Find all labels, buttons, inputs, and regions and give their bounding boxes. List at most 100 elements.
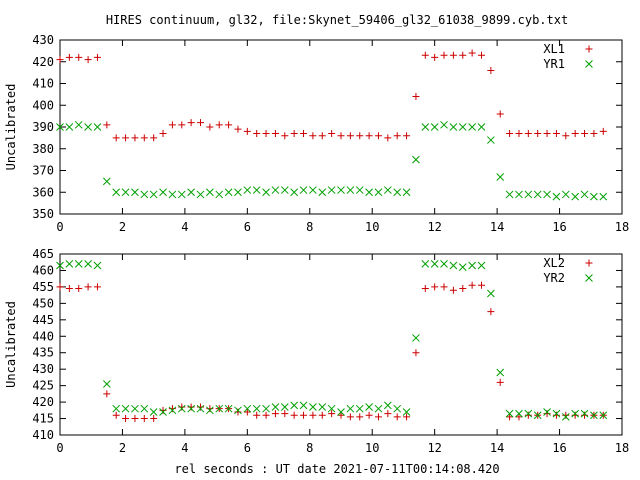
data-point-yr1 [440, 120, 448, 129]
x-tick-label: 2 [119, 441, 126, 455]
data-point-xl2 [197, 403, 204, 411]
data-point-yr1 [477, 123, 486, 131]
data-point-yr1 [430, 123, 439, 131]
data-point-yr2 [505, 409, 514, 418]
data-point-yr1 [383, 186, 392, 194]
data-point-yr2 [374, 404, 383, 413]
data-point-yr2 [365, 403, 373, 411]
data-point-xl2 [178, 403, 186, 411]
data-point-yr1 [74, 120, 83, 129]
data-point-yr1 [196, 190, 205, 199]
data-point-yr1 [515, 190, 523, 199]
data-point-yr1 [65, 123, 74, 131]
x-tick-label: 14 [490, 441, 504, 455]
x-axis-label: rel seconds : UT date 2021-07-11T00:14:0… [174, 462, 499, 476]
x-tick-label: 12 [427, 441, 441, 455]
data-point-xl2 [562, 411, 570, 419]
x-tick-label: 18 [615, 220, 629, 234]
data-point-yr2 [430, 260, 439, 268]
data-point-xl1 [562, 132, 570, 140]
legend-label: XL2 [543, 256, 565, 270]
data-point-yr2 [206, 406, 214, 415]
plot-frame [59, 39, 623, 215]
y-tick-label: 430 [32, 362, 54, 376]
y-tick-label: 445 [32, 313, 54, 327]
y-tick-label: 410 [32, 428, 54, 442]
data-point-xl1 [515, 130, 523, 138]
data-point-yr1 [262, 188, 270, 197]
data-point-yr1 [234, 188, 242, 197]
data-point-xl1 [543, 130, 551, 138]
y-tick-label: 380 [32, 142, 54, 156]
data-point-yr2 [271, 403, 280, 411]
data-point-yr2 [496, 368, 505, 377]
y-tick-label: 430 [32, 33, 54, 47]
y-tick-label: 465 [32, 247, 54, 261]
data-point-yr1 [84, 123, 92, 131]
data-point-xl1 [393, 132, 401, 140]
data-point-xl2 [581, 411, 589, 419]
y-tick-label: 360 [32, 185, 54, 199]
data-point-xl1 [552, 130, 560, 138]
bottom-panel: 410 415 420 425 430 435 440 445 450 455 460 465 0 2 4 6… [4, 247, 629, 455]
data-point-xl1 [56, 56, 64, 64]
data-point-yr2 [533, 411, 542, 420]
data-point-yr1 [102, 177, 111, 186]
data-point-xl1 [253, 130, 261, 138]
x-tick-label: 0 [56, 220, 63, 234]
data-point-xl1 [215, 121, 223, 129]
data-point-xl2 [356, 413, 364, 421]
y-tick-label: 390 [32, 120, 54, 134]
data-point-xl2 [384, 410, 392, 418]
data-point-yr1 [571, 192, 580, 201]
data-point-xl1 [290, 130, 298, 138]
legend-marker-xl1 [585, 45, 593, 53]
data-point-xl1 [234, 125, 242, 133]
data-point-xl1 [365, 132, 373, 140]
data-point-yr1 [524, 190, 533, 199]
x-tick-label: 4 [181, 220, 188, 234]
data-point-xl2 [168, 405, 176, 413]
data-point-yr1 [449, 123, 458, 131]
data-point-yr1 [112, 188, 121, 197]
data-point-xl2 [412, 349, 420, 357]
data-point-xl1 [524, 130, 532, 138]
data-point-xl1 [459, 51, 467, 59]
data-point-yr1 [393, 188, 402, 197]
data-point-yr1 [140, 190, 149, 199]
data-point-yr2 [318, 403, 327, 411]
data-point-xl1 [197, 119, 204, 127]
data-point-yr2 [262, 404, 270, 413]
data-point-xl2 [206, 405, 214, 413]
data-point-yr2 [458, 263, 467, 272]
legend-label: YR1 [543, 57, 565, 71]
data-point-yr2 [561, 413, 570, 421]
data-point-xl2 [290, 411, 298, 419]
data-point-yr1 [543, 190, 551, 199]
data-point-yr2 [74, 260, 83, 268]
data-point-yr2 [543, 408, 551, 416]
data-point-yr2 [412, 334, 420, 342]
data-point-xl1 [590, 130, 598, 138]
data-point-xl1 [318, 132, 326, 140]
y-tick-label: 410 [32, 77, 54, 91]
data-point-yr2 [93, 261, 102, 270]
data-point-yr1 [533, 190, 542, 199]
plot-frame [59, 253, 623, 436]
data-point-xl1 [206, 123, 214, 131]
data-point-xl2 [449, 286, 457, 294]
data-point-yr1 [309, 186, 317, 194]
data-point-xl1 [374, 132, 382, 140]
data-point-yr1 [252, 186, 261, 194]
data-point-yr1 [468, 123, 476, 131]
data-point-yr2 [65, 260, 74, 268]
data-point-yr2 [590, 411, 598, 420]
y-tick-label: 400 [32, 98, 54, 112]
data-point-xl2 [281, 410, 289, 418]
data-point-yr2 [121, 404, 130, 413]
data-point-yr2 [580, 409, 589, 418]
data-point-xl2 [75, 285, 83, 293]
data-point-xl2 [112, 411, 120, 419]
data-point-yr2 [280, 403, 289, 411]
